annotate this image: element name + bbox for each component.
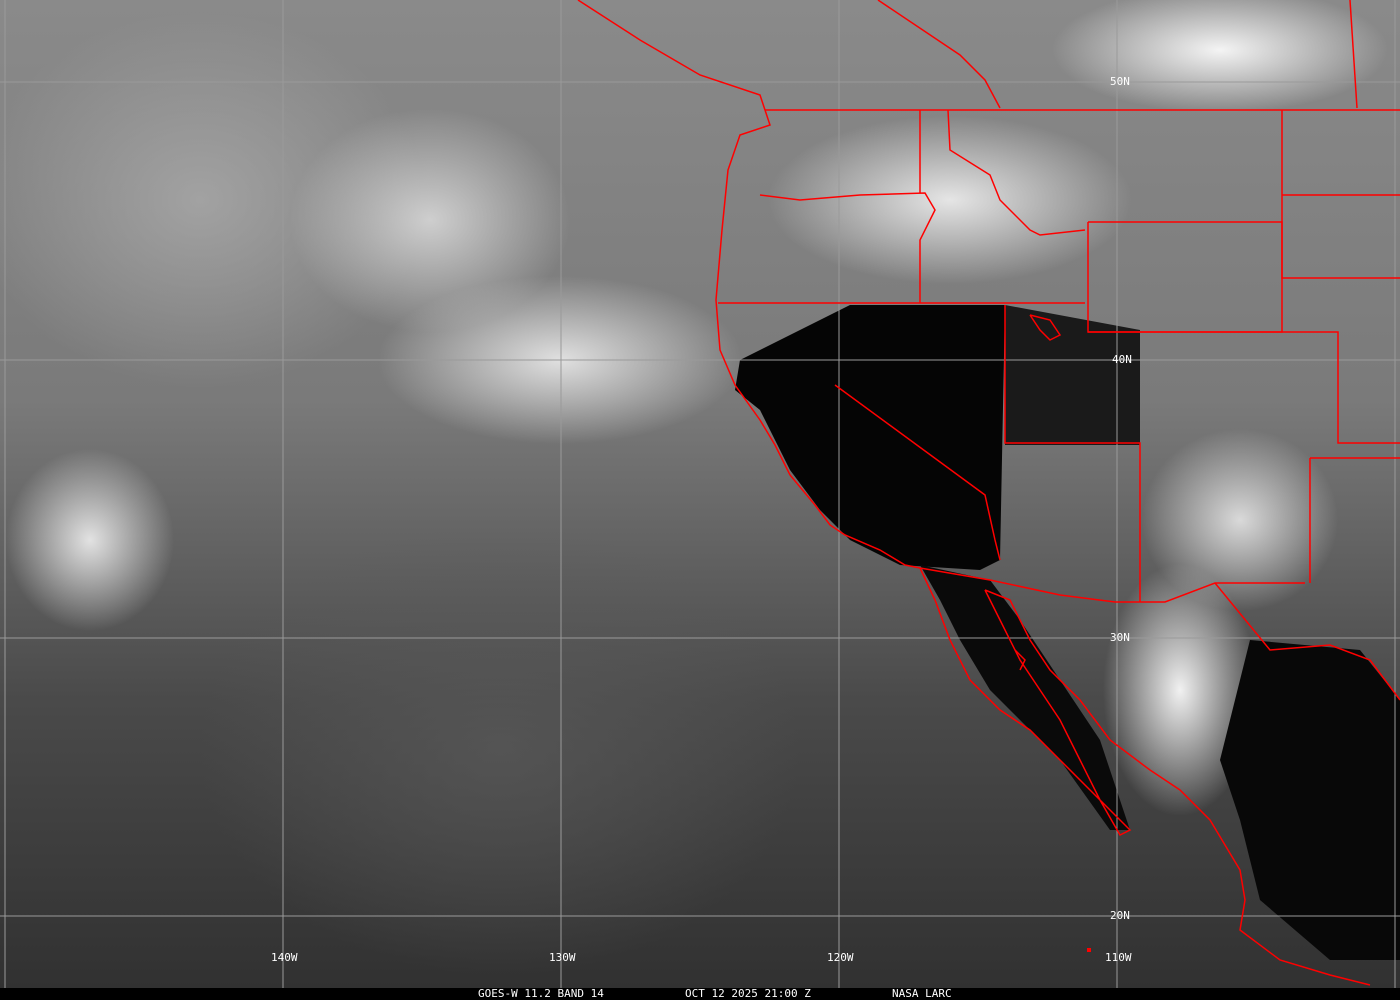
canada-bc-alberta-border [877,0,1001,109]
latitude-label-50n: 50N [1110,75,1130,88]
gulf-of-california-island [1014,649,1026,671]
mexico-mainland-coast [984,589,1371,986]
baja-coast [919,567,1132,836]
longitude-label-130w: 130W [549,951,576,964]
caption-satellite-band: GOES-W 11.2 BAND 14 [478,987,604,1000]
west-coast [577,0,921,569]
land-great-basin-dark [1005,305,1140,445]
nevada-east [1004,305,1141,602]
political-borders [577,0,1400,986]
caption-datetime: OCT 12 2025 21:00 Z [685,987,811,1000]
latitude-label-40n: 40N [1112,353,1132,366]
image-caption-bar: GOES-W 11.2 BAND 14 OCT 12 2025 21:00 Z … [0,988,1400,1000]
latitude-label-30n: 30N [1110,631,1130,644]
longitude-label-120w: 120W [827,951,854,964]
colorado-box [1088,331,1400,444]
longitude-label-110w: 110W [1105,951,1132,964]
land-mexico-dark [1220,640,1400,960]
wyoming-line [1281,110,1400,279]
great-salt-lake [1029,314,1062,341]
land-california-dark [735,305,1005,570]
land-baja-dark [920,565,1130,830]
nevada-california [834,384,1001,561]
montana-east [1349,0,1358,109]
idaho-montana [947,109,1086,236]
mexico-interior-line [1214,582,1400,701]
island-marker [1087,948,1091,952]
longitude-label-140w: 140W [271,951,298,964]
caption-source: NASA LARC [892,987,952,1000]
latitude-label-20n: 20N [1110,909,1130,922]
oregon-north [759,192,936,303]
